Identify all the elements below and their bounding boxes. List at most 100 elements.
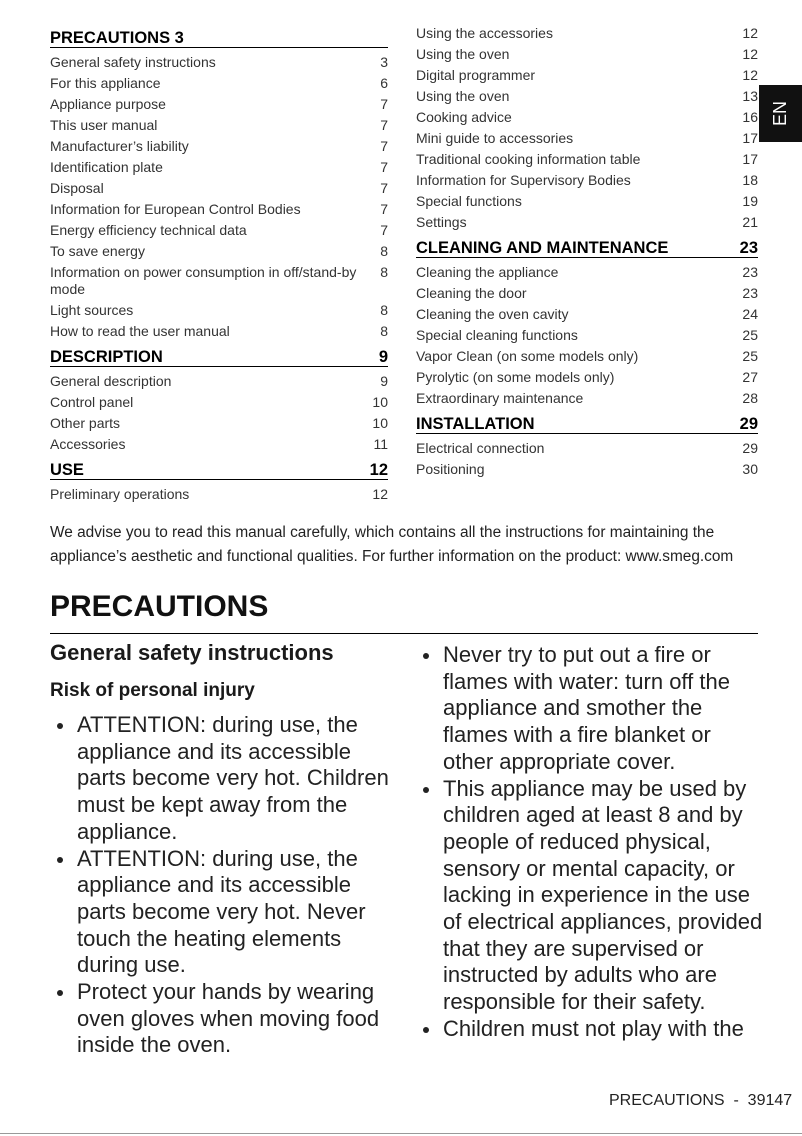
toc-entry: General description 9 [50, 371, 388, 392]
subtitle: General safety instructions [50, 640, 334, 665]
toc-entry: Extraordinary maintenance 28 [416, 388, 758, 409]
toc-text: Using the oven [416, 88, 510, 104]
toc-entry: Mini guide to accessories 17 [416, 128, 758, 149]
bottom-rule [0, 1133, 802, 1134]
toc-text: Control panel [50, 394, 134, 410]
toc-entry: General safety instructions 3 [50, 52, 388, 73]
toc-entry: Using the oven 13 [416, 86, 758, 107]
toc-page: 7 [380, 201, 388, 217]
toc-text: Cooking advice [416, 109, 512, 125]
rule [50, 633, 758, 634]
toc-page: 8 [380, 323, 388, 339]
toc-text: Energy efficiency technical data [50, 222, 247, 238]
toc-text: Traditional cooking information table [416, 151, 641, 167]
toc-entry: Cleaning the door 23 [416, 283, 758, 304]
toc-entry: Other parts 10 [50, 413, 388, 434]
toc-text: Using the accessories [416, 25, 553, 41]
toc-text: Disposal [50, 180, 104, 196]
toc-page: 23 [739, 239, 758, 257]
section-title: PRECAUTIONS [50, 590, 269, 623]
toc-page: 17 [742, 151, 758, 167]
toc-page: 29 [742, 440, 758, 456]
toc-text: CLEANING AND MAINTENANCE [416, 239, 669, 257]
toc-entry: Using the oven 12 [416, 44, 758, 65]
toc-heading: USE 12 [50, 455, 388, 480]
toc-text: Accessories [50, 436, 126, 452]
tab-label: EN [769, 100, 790, 127]
toc-text: Special cleaning functions [416, 327, 578, 343]
toc-column: PRECAUTIONS 3 General safety instructions… [50, 23, 388, 505]
toc-text: This user manual [50, 117, 158, 133]
toc-page: 29 [739, 415, 758, 433]
toc-page: 27 [742, 369, 758, 385]
toc-text: Mini guide to accessories [416, 130, 574, 146]
toc-page: 11 [373, 436, 388, 452]
bullet-item: Protect your hands by wearing oven glove… [50, 979, 390, 1059]
toc-page: 6 [380, 75, 388, 91]
toc-entry: Settings 21 [416, 212, 758, 233]
toc-page: 23 [742, 264, 758, 280]
toc-page: 3 [380, 54, 388, 70]
toc-page: 16 [742, 109, 758, 125]
toc-entry: Pyrolytic (on some models only) 27 [416, 367, 758, 388]
toc-entry: Special cleaning functions 25 [416, 325, 758, 346]
toc-page: 12 [369, 461, 388, 479]
toc-page: 19 [742, 193, 758, 209]
bullet-item: Children must not play with the [416, 1016, 766, 1043]
toc-entry: Accessories 11 [50, 434, 388, 455]
toc-entry: Cleaning the oven cavity 24 [416, 304, 758, 325]
toc-page: 30 [742, 461, 758, 477]
toc-text: Preliminary operations [50, 486, 190, 502]
toc-page: 7 [380, 180, 388, 196]
subsubtitle: Risk of personal injury [50, 680, 255, 701]
toc-entry: Positioning 30 [416, 459, 758, 480]
toc-entry: Special functions 19 [416, 191, 758, 212]
toc-entry: Disposal 7 [50, 178, 388, 199]
toc-text: Vapor Clean (on some models only) [416, 348, 639, 364]
toc-entry: Manufacturer’s liability 7 [50, 136, 388, 157]
toc-page: 25 [742, 327, 758, 343]
toc-entry: Traditional cooking information table 17 [416, 149, 758, 170]
toc-page: 23 [742, 285, 758, 301]
toc-page: 8 [380, 243, 388, 259]
toc-text: Information for European Control Bodies [50, 201, 301, 217]
toc-text: Positioning [416, 461, 485, 477]
toc-entry: Electrical connection 29 [416, 438, 758, 459]
toc-text: PRECAUTIONS 3 [50, 29, 184, 47]
bullet-item: ATTENTION: during use, the appliance and… [50, 712, 390, 846]
toc-heading: CLEANING AND MAINTENANCE 23 [416, 233, 758, 258]
toc-page: 12 [742, 46, 758, 62]
toc-page: 24 [742, 306, 758, 322]
footer: PRECAUTIONS - 39147 [609, 1092, 793, 1109]
toc-heading: PRECAUTIONS 3 [50, 23, 388, 48]
toc-page: 8 [380, 264, 388, 280]
toc-text: Electrical connection [416, 440, 545, 456]
bullet-list: ATTENTION: during use, the appliance and… [50, 712, 390, 1059]
bullet-item: ATTENTION: during use, the appliance and… [50, 846, 390, 980]
bullet-list: Never try to put out a fire or flames wi… [416, 642, 766, 1043]
toc-page: 9 [378, 348, 388, 366]
toc-entry: How to read the user manual 8 [50, 321, 388, 342]
toc-text: For this appliance [50, 75, 161, 91]
toc-page: 7 [380, 117, 388, 133]
toc-entry: Using the accessories 12 [416, 23, 758, 44]
toc-entry: To save energy 8 [50, 241, 388, 262]
toc-text: Cleaning the door [416, 285, 527, 301]
toc-text: Digital programmer [416, 67, 536, 83]
bullet-item: This appliance may be used by children a… [416, 776, 766, 1016]
toc-column: Using the accessories 12 Using the oven 12 D… [416, 23, 758, 480]
toc-entry: This user manual 7 [50, 115, 388, 136]
toc-text: Information on power consumption in off/… [50, 264, 357, 297]
toc-text: General description [50, 373, 172, 389]
toc-text: INSTALLATION [416, 415, 535, 433]
toc-text: Cleaning the oven cavity [416, 306, 569, 322]
toc-entry: Information on power consumption in off/… [50, 262, 388, 300]
toc-text: Settings [416, 214, 467, 230]
toc-page: 7 [380, 96, 388, 112]
toc-text: How to read the user manual [50, 323, 230, 339]
toc-page: 10 [372, 415, 388, 431]
toc-entry: For this appliance 6 [50, 73, 388, 94]
toc-page: 7 [380, 159, 388, 175]
toc-page: 17 [742, 130, 758, 146]
